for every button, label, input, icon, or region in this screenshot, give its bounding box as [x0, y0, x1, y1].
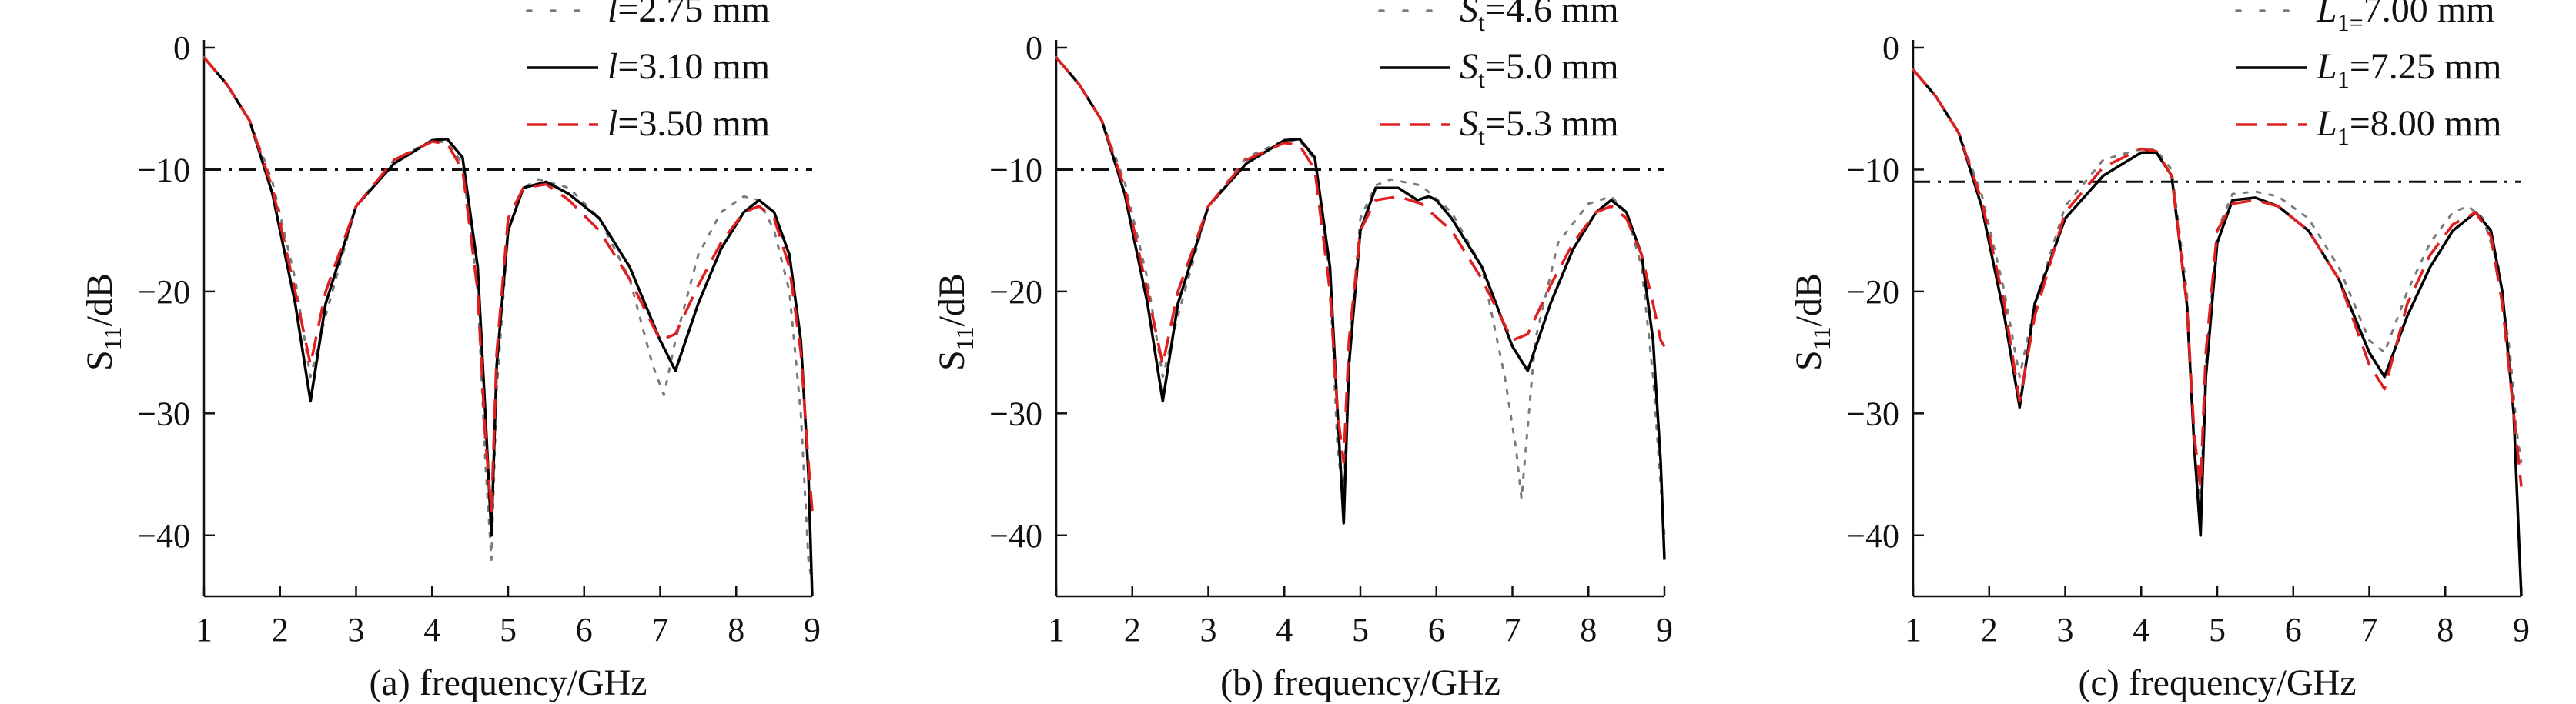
x-tick-label: 3 [348, 611, 365, 649]
y-tick-label: −10 [1846, 151, 1899, 189]
chart-c: 1 2 3 4 5 6 7 8 9 0 −10 −20 −30 −40 S11/dB (c) frequenc… [1788, 0, 2530, 703]
legend-label: l=2.75 mm [607, 0, 770, 30]
y-tick-label: −40 [137, 517, 190, 555]
x-tick-label: 7 [652, 611, 669, 649]
y-tick-label: 0 [1882, 29, 1899, 67]
y-tick-label: −30 [989, 395, 1042, 432]
series-line-3 [1055, 56, 1666, 464]
legend-label: L1=7.25 mm [2316, 46, 2501, 93]
x-tick-label: 7 [2361, 611, 2378, 649]
x-tick-label: 4 [423, 611, 440, 649]
x-tick-label: 4 [1276, 611, 1293, 649]
x-tick-label: 9 [1656, 611, 1673, 649]
x-tick-label: 6 [2285, 611, 2302, 649]
x-tick-label: 2 [1124, 611, 1141, 649]
chart-caption: (b) frequency/GHz [1220, 662, 1500, 703]
y-tick-label: −20 [989, 273, 1042, 311]
y-axis-title: S11/dB [79, 273, 126, 371]
x-tick-label: 3 [2057, 611, 2074, 649]
x-tick-label: 4 [2133, 611, 2149, 649]
legend-label: St=4.6 mm [1460, 0, 1619, 36]
x-tick-label: 6 [576, 611, 593, 649]
x-tick-label: 5 [2209, 611, 2226, 649]
series-line-2 [1912, 68, 2523, 597]
y-tick-label: −10 [137, 151, 190, 189]
x-tick-label: 5 [1352, 611, 1369, 649]
y-tick-label: 0 [173, 29, 190, 67]
x-tick-label: 2 [272, 611, 289, 649]
y-tick-label: −40 [1846, 517, 1899, 555]
x-tick-label: 7 [1504, 611, 1521, 649]
series-line-3 [202, 56, 814, 512]
series-line-3 [1912, 68, 2523, 489]
legend-label: l=3.10 mm [607, 46, 770, 87]
y-tick-label: −10 [989, 151, 1042, 189]
chart-a: 1 2 3 4 5 6 7 8 9 0 −10 −20 −30 −40 S11/dB (a) frequenc… [79, 0, 821, 703]
x-tick-label: 9 [804, 611, 821, 649]
y-tick-label: −40 [989, 517, 1042, 555]
x-tick-label: 9 [2513, 611, 2530, 649]
legend-label: L1=8.00 mm [2316, 103, 2501, 150]
x-tick-label: 8 [1580, 611, 1597, 649]
x-tick-label: 6 [1428, 611, 1445, 649]
legend-label: l=3.50 mm [607, 103, 770, 144]
x-tick-label: 2 [1981, 611, 1998, 649]
x-tick-label: 3 [1200, 611, 1217, 649]
y-tick-label: −30 [1846, 395, 1899, 432]
x-tick-label: 5 [500, 611, 517, 649]
chart-caption: (a) frequency/GHz [369, 662, 647, 703]
y-axis-title: S11/dB [932, 273, 979, 371]
series-line-2 [1055, 56, 1666, 560]
x-tick-label: 1 [196, 611, 212, 649]
y-tick-label: −20 [137, 273, 190, 311]
chart-b: 1 2 3 4 5 6 7 8 9 0 −10 −20 −30 −40 S11/dB (b) frequenc… [932, 0, 1673, 703]
y-tick-label: 0 [1025, 29, 1042, 67]
legend-label: St=5.0 mm [1460, 46, 1619, 93]
x-tick-label: 8 [728, 611, 744, 649]
y-tick-label: −20 [1846, 273, 1899, 311]
x-tick-label: 1 [1905, 611, 1922, 649]
legend-label: L1=7.00 mm [2316, 0, 2494, 36]
x-tick-label: 1 [1048, 611, 1065, 649]
legend-label: St=5.3 mm [1460, 103, 1619, 150]
x-tick-label: 8 [2437, 611, 2454, 649]
y-tick-label: −30 [137, 395, 190, 432]
chart-caption: (c) frequency/GHz [2078, 662, 2356, 703]
y-axis-title: S11/dB [1788, 273, 1835, 371]
